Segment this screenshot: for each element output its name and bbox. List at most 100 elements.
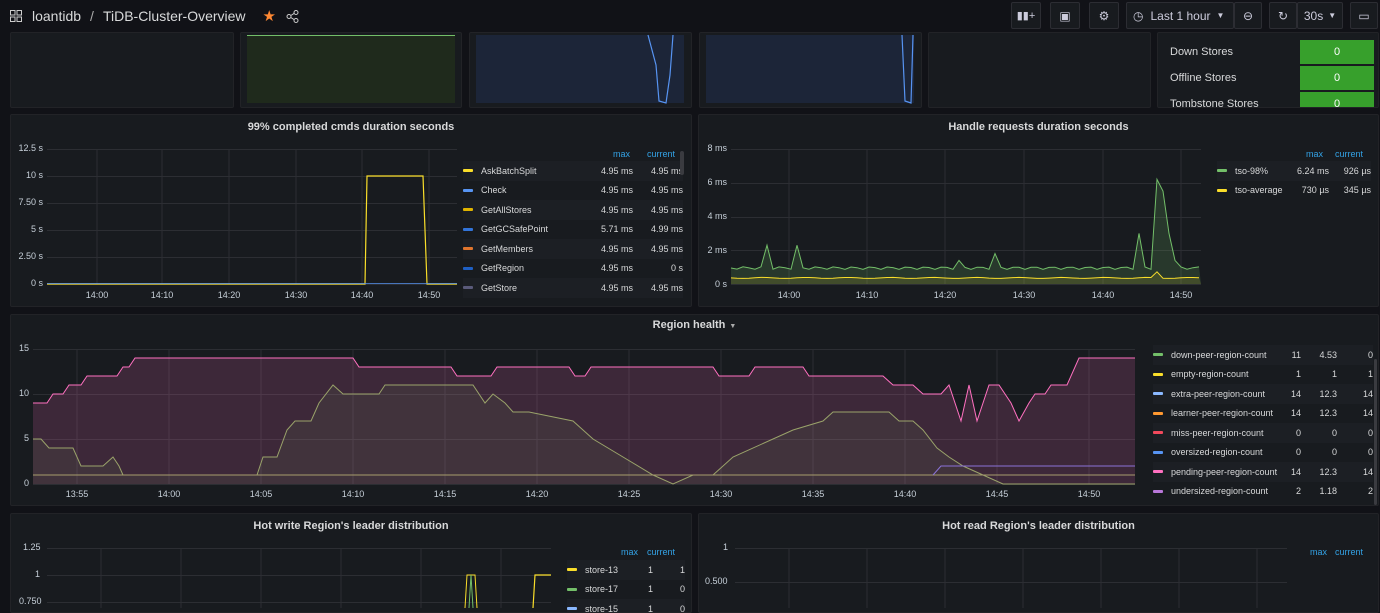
hot-write-panel: Hot write Region's leader distribution 1… xyxy=(10,513,692,613)
legend-max-header[interactable]: max xyxy=(613,149,631,159)
grid-icon[interactable] xyxy=(10,10,22,22)
legend-value-avg: 12.3 xyxy=(1319,388,1337,399)
panel-title[interactable]: Hot write Region's leader distribution xyxy=(253,520,449,532)
save-dashboard-button[interactable]: ▣ xyxy=(1050,2,1080,29)
legend: tso-98% 6.24 ms 926 µs tso-average 730 µs 345… xyxy=(1217,161,1371,200)
legend-value-current: 1 xyxy=(1367,369,1373,380)
time-range-picker[interactable]: ◷ Last 1 hour ▼ xyxy=(1126,2,1234,29)
legend-item[interactable]: undersized-region-count 2 1.18 2 xyxy=(1153,482,1373,502)
legend-current-header[interactable]: current xyxy=(647,547,676,557)
y-tick: 0 xyxy=(23,478,29,488)
legend-value-max: 2 xyxy=(1295,486,1301,497)
legend-current-header[interactable]: current xyxy=(1335,149,1364,159)
series-area-tso-98 xyxy=(731,179,1201,284)
series-line-store-13 xyxy=(532,574,551,609)
zoom-out-button[interactable]: ⊖ xyxy=(1234,2,1262,29)
legend-item[interactable]: down-peer-region-count 11 4.53 0 xyxy=(1153,345,1373,365)
legend-item[interactable]: GetGCSafePoint 5.71 ms 4.99 ms xyxy=(463,220,683,240)
legend-item[interactable]: extra-peer-region-count 14 12.3 14 xyxy=(1153,384,1373,404)
legend-value-max: 0 xyxy=(1295,447,1301,458)
star-icon[interactable]: ★ xyxy=(262,8,276,25)
legend-swatch xyxy=(463,208,473,212)
legend-item[interactable]: Check 4.95 ms 4.95 ms xyxy=(463,181,683,201)
y-tick: 15 xyxy=(18,343,29,353)
x-tick: 14:10 xyxy=(855,290,879,300)
top-panel-2 xyxy=(240,32,462,108)
legend-item[interactable]: learner-peer-region-count 14 12.3 14 xyxy=(1153,404,1373,424)
x-tick: 14:05 xyxy=(249,489,273,499)
share-icon[interactable] xyxy=(286,9,299,23)
x-tick: 14:00 xyxy=(777,290,801,300)
legend-label: GetMembers xyxy=(481,243,534,254)
row-title[interactable]: Region health ▼ xyxy=(11,319,1378,331)
y-tick: 2.50 s xyxy=(18,251,43,261)
legend-item[interactable]: GetAllStores 4.95 ms 4.95 ms xyxy=(463,200,683,220)
legend-item[interactable]: GetStore 4.95 ms 4.95 ms xyxy=(463,278,683,298)
y-tick: 0 s xyxy=(714,279,727,289)
hot-read-panel: Hot read Region's leader distribution 1 … xyxy=(698,513,1379,613)
legend-item[interactable]: AskBatchSplit 4.95 ms 4.95 ms xyxy=(463,161,683,181)
hot-write-chart xyxy=(47,548,551,609)
legend-item[interactable]: miss-peer-region-count 0 0 0 xyxy=(1153,423,1373,443)
store-row-offline: Offline Stores 0 xyxy=(1158,66,1378,90)
legend-item[interactable]: tso-98% 6.24 ms 926 µs xyxy=(1217,161,1371,181)
store-value: 0 xyxy=(1300,66,1374,90)
legend-current-header[interactable]: current xyxy=(647,149,676,159)
legend-item[interactable]: tso-average 730 µs 345 µs xyxy=(1217,181,1371,201)
breadcrumb-folder[interactable]: loantidb xyxy=(32,8,82,24)
y-tick: 8 ms xyxy=(707,143,727,153)
legend-item[interactable]: pending-peer-region-count 14 12.3 14 xyxy=(1153,462,1373,482)
series-area-pending-peer xyxy=(33,358,1135,484)
legend-max-header[interactable]: max xyxy=(1306,149,1324,159)
legend-max-header[interactable]: max xyxy=(1310,547,1328,557)
settings-icon: ⚙ xyxy=(1098,8,1110,23)
store-row-down: Down Stores 0 xyxy=(1158,40,1378,64)
legend-swatch xyxy=(1153,353,1163,357)
x-tick: 14:25 xyxy=(617,489,641,499)
y-tick: 0 s xyxy=(30,278,43,288)
panel-title[interactable]: 99% completed cmds duration seconds xyxy=(247,121,455,133)
refresh-button[interactable]: ↻ xyxy=(1269,2,1297,29)
legend-value-avg: 1 xyxy=(1331,369,1337,380)
legend-scrollbar[interactable] xyxy=(1374,359,1377,505)
panel-title[interactable]: Hot read Region's leader distribution xyxy=(942,520,1135,532)
tv-mode-button[interactable]: ▭ xyxy=(1350,2,1378,29)
y-tick: 7.50 s xyxy=(18,197,43,207)
legend-swatch xyxy=(1153,372,1163,376)
series-line-tso-average xyxy=(730,271,1200,279)
legend-scrollbar[interactable] xyxy=(680,151,684,175)
legend-item[interactable]: empty-region-count 1 1 1 xyxy=(1153,365,1373,385)
store-label: Down Stores xyxy=(1170,46,1233,58)
add-panel-button[interactable]: ▮▮+ xyxy=(1011,2,1041,29)
chevron-down-icon: ▼ xyxy=(729,323,737,330)
legend-label: GetGCSafePoint xyxy=(481,224,549,235)
dashboard-title[interactable]: TiDB-Cluster-Overview xyxy=(102,8,246,24)
legend-current-header[interactable]: current xyxy=(1335,547,1364,557)
breadcrumb: loantidb / TiDB-Cluster-Overview ★ xyxy=(0,0,299,32)
refresh-interval-picker[interactable]: 30s ▼ xyxy=(1297,2,1343,29)
legend-value-current: 345 µs xyxy=(1343,185,1371,196)
panel-title[interactable]: Handle requests duration seconds xyxy=(948,121,1129,133)
legend-item[interactable]: GetRegion 4.95 ms 0 s xyxy=(463,259,683,279)
legend-value-max: 1 xyxy=(647,603,653,613)
settings-button[interactable]: ⚙ xyxy=(1089,2,1119,29)
legend-value-max: 4.95 ms xyxy=(600,185,633,196)
x-tick: 14:50 xyxy=(417,290,441,300)
legend-item[interactable]: GetMembers 4.95 ms 4.95 ms xyxy=(463,239,683,259)
y-tick: 10 s xyxy=(25,170,43,180)
legend-item[interactable]: oversized-region-count 0 0 0 xyxy=(1153,443,1373,463)
legend-value-max: 5.71 ms xyxy=(600,224,633,235)
legend-value-max: 14 xyxy=(1290,466,1301,477)
legend-item[interactable]: store-13 1 1 xyxy=(567,560,685,580)
legend-item[interactable]: store-15 1 0 xyxy=(567,599,685,613)
legend-swatch xyxy=(1153,392,1163,396)
y-tick: 10 xyxy=(18,388,29,398)
x-tick: 14:30 xyxy=(1012,290,1036,300)
x-tick: 14:35 xyxy=(801,489,825,499)
store-status-panel: Down Stores 0 Offline Stores 0 Tombstone… xyxy=(1157,32,1379,108)
legend-value-max: 4.95 ms xyxy=(600,165,633,176)
legend-item[interactable]: store-17 1 0 xyxy=(567,580,685,600)
breadcrumb-separator: / xyxy=(90,8,94,24)
x-tick: 14:10 xyxy=(341,489,365,499)
legend-max-header[interactable]: max xyxy=(621,547,639,557)
